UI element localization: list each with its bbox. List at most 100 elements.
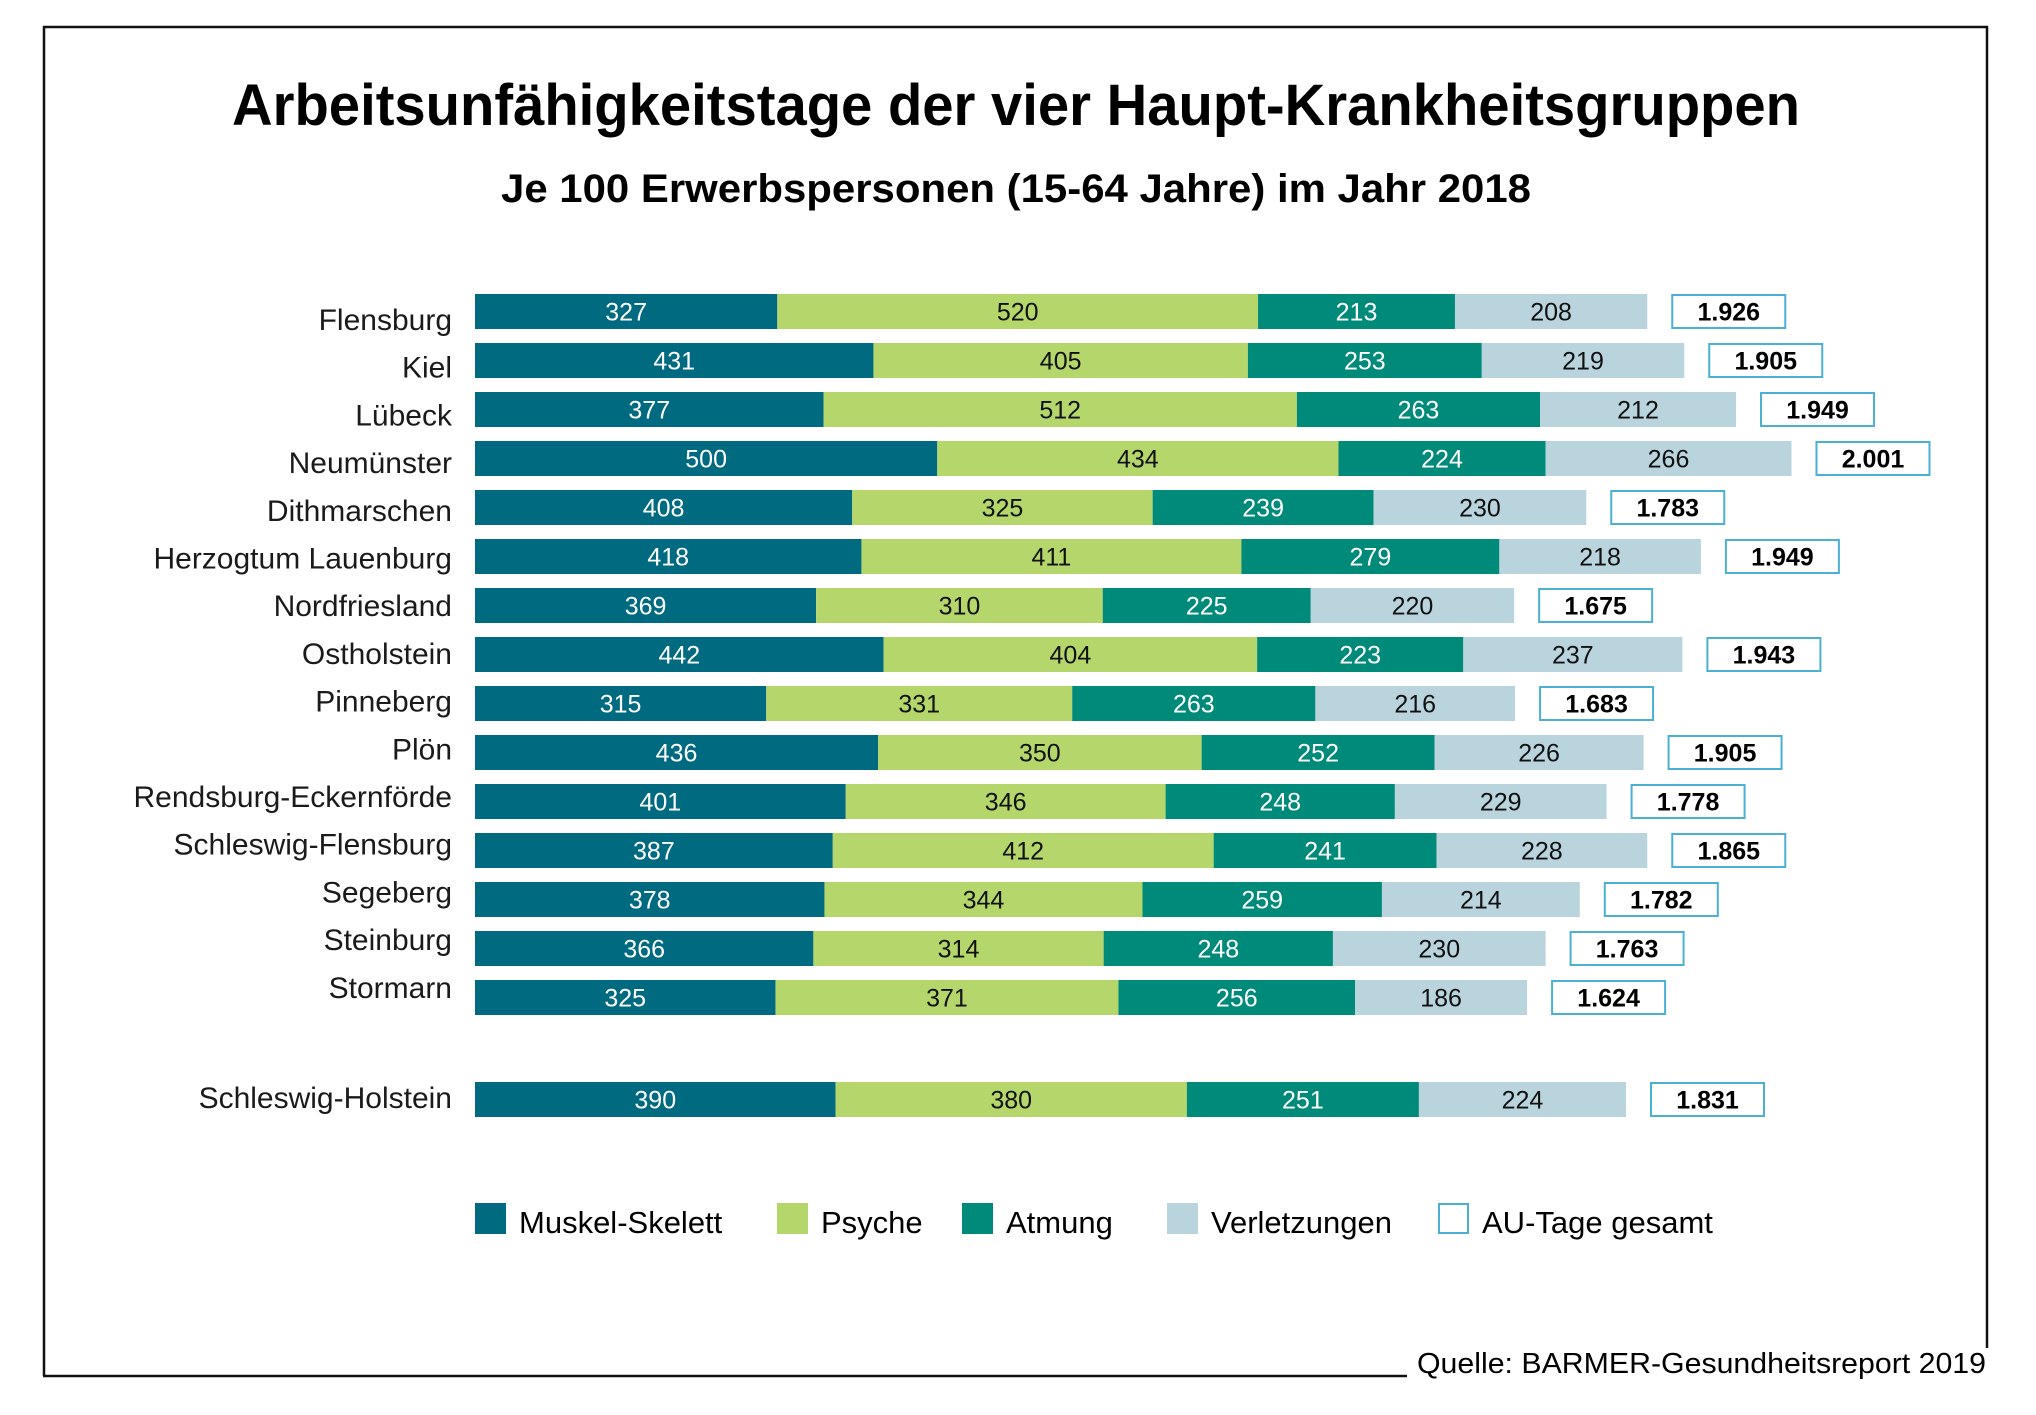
bar-segment-verletzungen: [1355, 980, 1528, 1015]
bar-segment-psyche: [824, 882, 1143, 917]
bar-segment-psyche: [852, 490, 1153, 525]
bar-segment-verletzungen: [1454, 294, 1648, 329]
data-label: 390: [634, 1087, 676, 1115]
bar-segment-psyche: [832, 833, 1214, 868]
bar-segment-atmung: [1258, 294, 1455, 329]
data-label: 259: [1241, 887, 1283, 915]
bar-segment-verletzungen: [1332, 931, 1546, 966]
total-label: 1.782: [1630, 887, 1693, 915]
bar-segment-psyche: [878, 735, 1202, 770]
data-label: 266: [1648, 446, 1690, 474]
data-label: 239: [1242, 495, 1284, 523]
bar-segment-psyche: [777, 294, 1259, 329]
data-label: 325: [982, 495, 1024, 523]
data-label: 224: [1421, 446, 1463, 474]
category-label: Plön: [392, 733, 452, 766]
bar-segment-muskel-skelett: [475, 784, 846, 819]
bar-segment-psyche: [775, 980, 1119, 1015]
total-label: 1.675: [1564, 593, 1627, 621]
bar-segment-atmung: [1152, 490, 1374, 525]
data-label: 350: [1019, 740, 1061, 768]
data-label: 253: [1344, 348, 1386, 376]
data-label: 314: [938, 936, 980, 964]
category-label: Lübeck: [355, 399, 453, 432]
bar-segment-atmung: [1186, 1082, 1419, 1117]
bar-row: Neumünster 500 434 224 266 2.001: [289, 441, 1931, 480]
frame: [42, 25, 1989, 1378]
data-label: 369: [625, 593, 667, 621]
total-label: 1.831: [1676, 1087, 1739, 1115]
data-label: 248: [1259, 789, 1301, 817]
data-label: 412: [1002, 838, 1044, 866]
source-note: Quelle: BARMER-Gesundheitsreport 2019: [1417, 1348, 1986, 1380]
total-box: [1760, 392, 1876, 427]
bar-row: Steinburg 366 314 248 230 1.763: [324, 924, 1685, 966]
total-box: [1706, 637, 1822, 672]
data-label: 226: [1518, 740, 1560, 768]
data-label: 418: [647, 544, 689, 572]
total-box: [1603, 882, 1719, 917]
legend-item: Muskel-Skelett: [475, 1203, 723, 1240]
total-label: 1.905: [1694, 740, 1757, 768]
bar-segment-psyche: [873, 343, 1248, 378]
bar-segment-verletzungen: [1481, 343, 1685, 378]
bar-segment-verletzungen: [1373, 490, 1587, 525]
bar-row: Schleswig-Holstein 390 380 251 224 1.831: [199, 1082, 1766, 1117]
legend-item: Verletzungen: [1167, 1203, 1392, 1240]
category-label: Herzogtum Lauenburg: [153, 543, 452, 576]
total-label: 1.926: [1697, 299, 1760, 327]
legend-item: Atmung: [962, 1203, 1113, 1240]
data-label: 212: [1617, 397, 1659, 425]
total-label: 1.763: [1596, 936, 1659, 964]
bar-segment-psyche: [816, 588, 1103, 623]
total-box: [1539, 686, 1655, 721]
data-label: 214: [1460, 887, 1502, 915]
bar-segment-psyche: [883, 637, 1258, 672]
data-label: 248: [1197, 936, 1239, 964]
data-label: 219: [1562, 348, 1604, 376]
bar-segment-muskel-skelett: [475, 735, 879, 770]
total-box: [1667, 735, 1783, 770]
data-label: 223: [1339, 642, 1381, 670]
data-label: 436: [656, 740, 698, 768]
bar-segment-atmung: [1102, 588, 1311, 623]
data-label: 520: [997, 299, 1039, 327]
data-label: 401: [640, 789, 682, 817]
bar-row: Pinneberg 315 331 263 216 1.683: [315, 686, 1655, 721]
bar-segment-psyche: [823, 392, 1297, 427]
data-label: 442: [658, 642, 700, 670]
bar-segment-atmung: [1241, 539, 1500, 574]
data-label: 378: [629, 887, 671, 915]
total-label: 1.949: [1786, 397, 1849, 425]
data-label: 237: [1552, 642, 1594, 670]
category-label: Steinburg: [324, 924, 452, 957]
category-label: Stormarn: [329, 972, 452, 1005]
bar-segment-muskel-skelett: [475, 392, 824, 427]
total-box: [1708, 343, 1824, 378]
bar-segment-psyche: [813, 931, 1104, 966]
legend-swatch: [1438, 1203, 1469, 1234]
data-label: 263: [1173, 691, 1215, 719]
bars-area: Flensburg 327 520 213 208 1.926 Kiel 431 405 253 2…: [133, 294, 1931, 1117]
data-label: 225: [1186, 593, 1228, 621]
category-label: Kiel: [402, 352, 452, 385]
data-label: 224: [1502, 1087, 1544, 1115]
data-label: 377: [628, 397, 670, 425]
data-label: 251: [1282, 1087, 1324, 1115]
bar-segment-atmung: [1247, 343, 1482, 378]
bar-row: Ostholstein 442 404 223 237 1.943: [302, 637, 1822, 672]
bar-row: Nordfriesland 369 310 225 220 1.675: [274, 588, 1654, 623]
data-label: 387: [633, 838, 675, 866]
category-label: Schleswig-Flensburg: [174, 829, 452, 862]
total-label: 1.949: [1751, 544, 1814, 572]
total-label: 1.624: [1577, 985, 1640, 1013]
total-label: 1.778: [1657, 789, 1720, 817]
data-label: 512: [1039, 397, 1081, 425]
legend-swatch: [777, 1203, 808, 1234]
legend-swatch: [1167, 1203, 1198, 1234]
bar-segment-atmung: [1296, 392, 1541, 427]
bar-segment-muskel-skelett: [475, 1082, 836, 1117]
data-label: 279: [1350, 544, 1392, 572]
bar-segment-verletzungen: [1315, 686, 1516, 721]
bar-segment-psyche: [937, 441, 1339, 476]
